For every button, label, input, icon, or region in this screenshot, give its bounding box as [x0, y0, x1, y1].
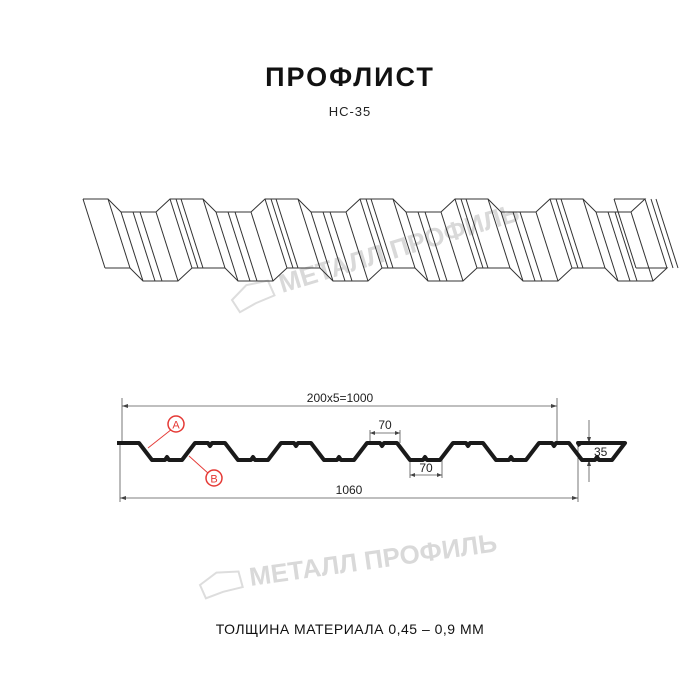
sheet-rib-line [275, 198, 299, 269]
marker-a: A [147, 415, 185, 449]
sheet-fold-line [155, 211, 179, 282]
sheet-front-edge [105, 267, 669, 282]
sheet-fold-line [613, 198, 637, 269]
sheet-rib-line [555, 198, 579, 269]
page-title: ПРОФЛИСТ [265, 62, 435, 92]
sheet-rib-line [465, 198, 489, 269]
model-subtitle: НС-35 [328, 104, 372, 119]
watermark-lower: МЕТАЛЛ ПРОФИЛЬ [198, 527, 499, 600]
sheet-rib-line [132, 211, 156, 282]
sheet-fold-line [644, 198, 668, 269]
sheet-rib-line [270, 198, 294, 269]
marker-b-label: B [210, 474, 217, 486]
sheet-rib-line [560, 198, 584, 269]
sheet-fold-line [595, 211, 619, 282]
sheet-fold-line [297, 198, 321, 269]
sheet-fold-line [202, 198, 226, 269]
sheet-fold-line [264, 198, 288, 269]
sheet-rib-line [607, 211, 631, 282]
sheet-fold-line [440, 211, 464, 282]
sheet-fold-line [500, 211, 524, 282]
dimension-arrows [120, 404, 591, 500]
sheet-perspective-view [82, 198, 679, 282]
sheet-rib-line [180, 198, 204, 269]
sheet-fold-line [392, 198, 416, 269]
profile-cross-section [117, 441, 627, 462]
sheet-back-edge [83, 198, 647, 213]
sheet-rib-line [227, 211, 251, 282]
dim-top-flat: 70 [378, 418, 392, 432]
sheet-rib-line [512, 211, 536, 282]
dim-pitch-total: 200x5=1000 [307, 391, 374, 405]
sheet-fold-line [82, 198, 106, 269]
sheet-fold-line [215, 211, 239, 282]
watermark-text: МЕТАЛЛ ПРОФИЛЬ [247, 527, 499, 591]
sheet-fold-line [630, 211, 654, 282]
material-thickness: ТОЛЩИНА МАТЕРИАЛА 0,45 – 0,9 ММ [215, 621, 485, 637]
dim-bottom-flat: 70 [419, 461, 433, 475]
sheet-fold-line [487, 198, 511, 269]
marker-b: B [188, 455, 223, 487]
sheet-fold-line [454, 198, 478, 269]
sheet-fold-line [310, 211, 334, 282]
sheet-fold-line [345, 211, 369, 282]
sheet-rib-line [460, 198, 484, 269]
sheet-rib-line [139, 211, 163, 282]
sheet-rib-line [370, 198, 394, 269]
sheet-fold-line [535, 211, 559, 282]
sheet-rib-line [519, 211, 543, 282]
sheet-fold-line [359, 198, 383, 269]
sheet-fold-line [250, 211, 274, 282]
sheet-rib-line [234, 211, 258, 282]
sheet-fold-line [405, 211, 429, 282]
sheet-rib-line [650, 198, 674, 269]
marker-a-label: A [172, 420, 180, 432]
sheet-rib-line [322, 211, 346, 282]
sheet-fold-line [107, 198, 131, 269]
sheet-rib-line [329, 211, 353, 282]
sheet-fold-line [169, 198, 193, 269]
sheet-rib-line [614, 211, 638, 282]
sheet-rib-line [655, 198, 679, 269]
dim-full-width: 1060 [336, 483, 363, 497]
sheet-rib-line [424, 211, 448, 282]
sheet-fold-line [549, 198, 573, 269]
sheet-rib-line [417, 211, 441, 282]
sheet-rib-line [365, 198, 389, 269]
sheet-rib-line [175, 198, 199, 269]
sheet-fold-line [120, 211, 144, 282]
sheet-fold-line [582, 198, 606, 269]
